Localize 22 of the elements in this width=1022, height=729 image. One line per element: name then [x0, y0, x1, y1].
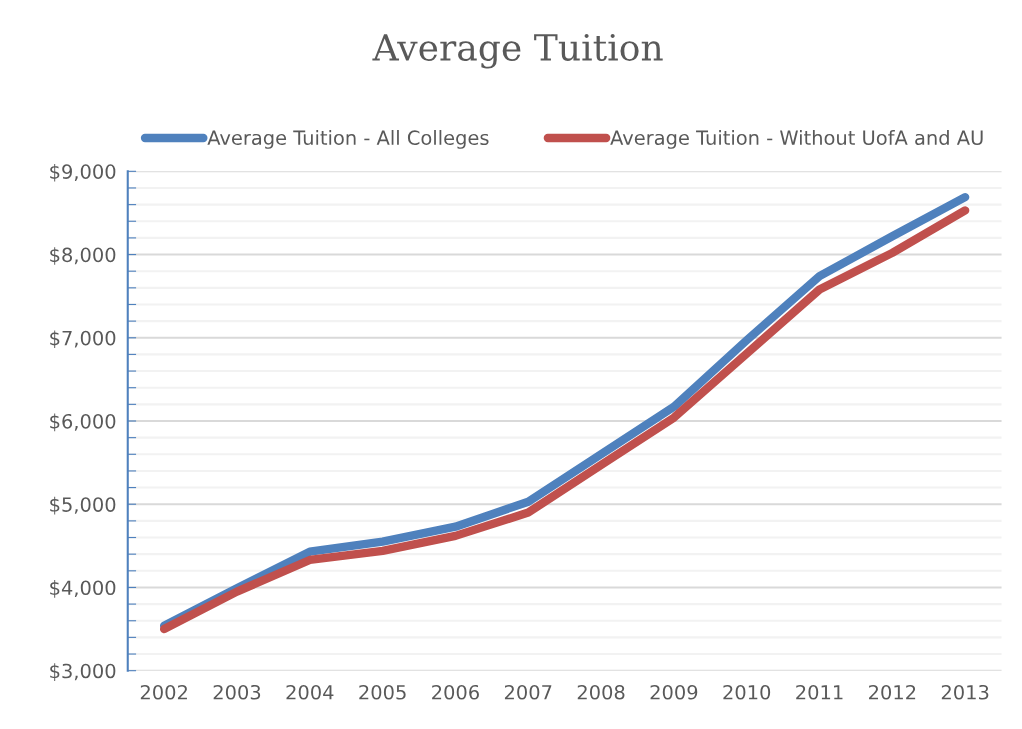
- chart-title: Average Tuition: [372, 33, 663, 69]
- y-tick-label: $5,000: [50, 496, 116, 515]
- x-tick-label: 2012: [869, 684, 916, 700]
- y-tick-label: $9,000: [50, 163, 116, 182]
- legend-label: Average Tuition - Without UofA and AU: [610, 130, 983, 149]
- x-tick-label: 2006: [432, 684, 479, 700]
- x-tick-label: 2002: [140, 684, 187, 700]
- legend-label: Average Tuition - All Colleges: [207, 130, 489, 149]
- x-tick-label: 2010: [723, 684, 771, 700]
- x-tick-label: 2007: [504, 684, 552, 700]
- x-tick-label: 2003: [213, 684, 261, 700]
- y-tick-label: $6,000: [50, 413, 116, 432]
- y-tick-label: $4,000: [50, 580, 116, 598]
- x-tick-label: 2005: [359, 684, 406, 700]
- x-tick-label: 2008: [577, 684, 625, 700]
- x-tick-label: 2011: [796, 684, 843, 700]
- y-tick-label: $8,000: [50, 247, 116, 265]
- y-tick-label: $7,000: [50, 330, 116, 349]
- x-tick-label: 2013: [941, 684, 989, 700]
- x-tick-label: 2004: [286, 684, 334, 700]
- x-tick-label: 2009: [650, 684, 698, 700]
- y-tick-label: $3,000: [50, 663, 116, 681]
